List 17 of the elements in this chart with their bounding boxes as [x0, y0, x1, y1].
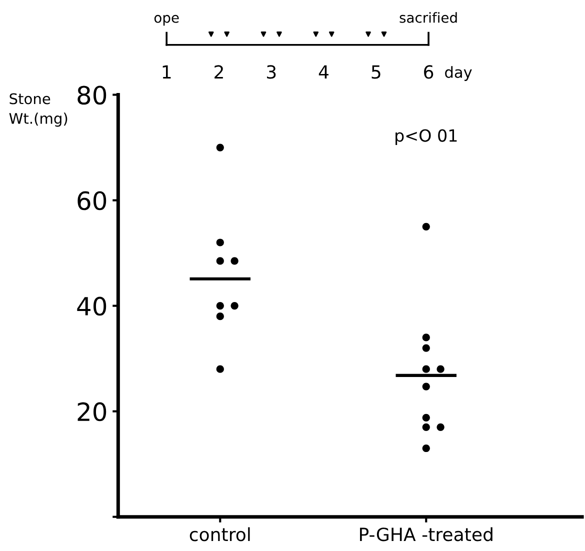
- text: day: [445, 66, 472, 81]
- text: 4: [318, 65, 328, 79]
- annotation: p<O 01: [396, 129, 457, 146]
- y-tick-label: 60: [78, 191, 106, 210]
- y-axis-title: Stone Wt.(mg): [9, 93, 68, 127]
- y-tick-label: 20: [78, 402, 106, 422]
- x-tick-label: P-GHA -treated: [360, 527, 492, 542]
- text: 5: [372, 65, 380, 79]
- y-tick-label: 40: [77, 296, 106, 316]
- text: 3: [267, 65, 276, 79]
- text: 6: [424, 65, 434, 79]
- y-tick-label: 80: [78, 86, 106, 105]
- text: 1: [162, 65, 171, 79]
- x-tick-label: control: [190, 527, 250, 542]
- text: ope: [154, 14, 179, 26]
- text: sacrified: [400, 12, 457, 23]
- text: 2: [214, 65, 223, 79]
